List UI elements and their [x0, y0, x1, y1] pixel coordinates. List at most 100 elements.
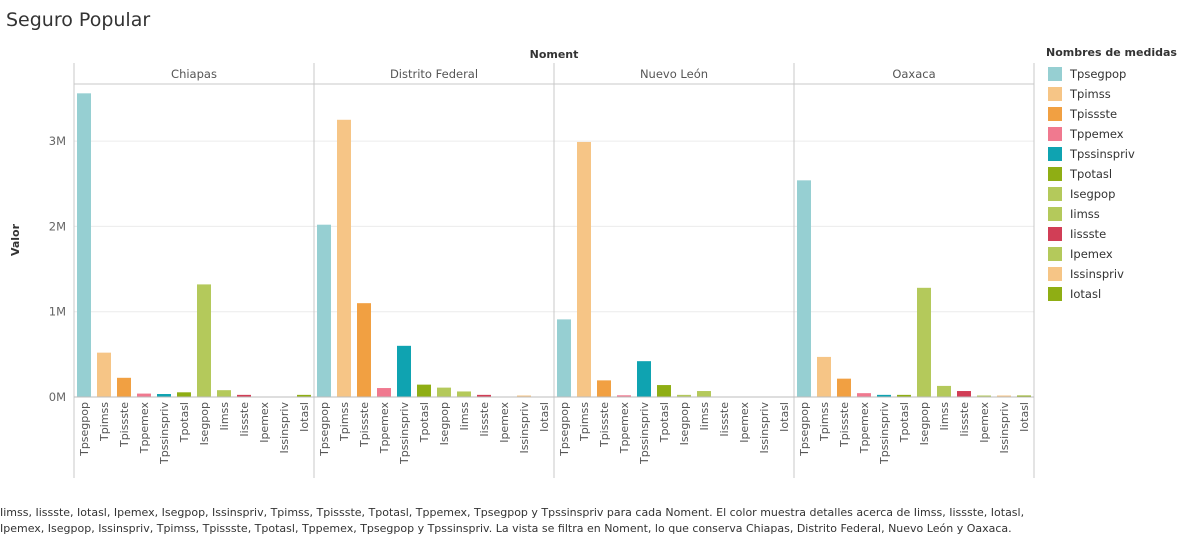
- x-tick-label: Iimss: [938, 402, 951, 431]
- bar: [137, 393, 151, 397]
- x-tick-label: Isegpop: [198, 402, 211, 445]
- x-tick-label: Ipemex: [498, 402, 511, 443]
- bar: [117, 377, 131, 397]
- y-tick-label: 3M: [49, 134, 66, 148]
- x-tick-label: Issinspriv: [278, 402, 291, 454]
- legend-swatch: [1048, 67, 1062, 81]
- bar: [337, 119, 351, 398]
- panel-header: Distrito Federal: [390, 67, 478, 81]
- x-tick-label: Tpotasl: [418, 402, 431, 443]
- legend-swatch: [1048, 187, 1062, 201]
- legend-label: Tpissste: [1070, 107, 1118, 121]
- x-tick-label: Tpssinspriv: [638, 402, 651, 465]
- x-tick-label: Tpotasl: [178, 402, 191, 443]
- x-tick-label: Iimss: [458, 402, 471, 431]
- legend-item[interactable]: Ipemex: [1046, 244, 1186, 264]
- chart-caption: Iimss, Iissste, Iotasl, Ipemex, Isegpop,…: [0, 506, 1025, 535]
- x-tick-label: Tpsegpop: [798, 402, 811, 457]
- y-axis-label: Valor: [9, 223, 22, 256]
- legend-item[interactable]: Tpsegpop: [1046, 64, 1186, 84]
- x-tick-label: Iissste: [238, 402, 251, 437]
- panel-header: Chiapas: [171, 67, 217, 81]
- column-header: Noment: [530, 48, 579, 61]
- x-tick-label: Iissste: [958, 402, 971, 437]
- legend-swatch: [1048, 147, 1062, 161]
- x-tick-label: Iotasl: [538, 402, 551, 432]
- legend-item[interactable]: Tppemex: [1046, 124, 1186, 144]
- legend-item[interactable]: Isegpop: [1046, 184, 1186, 204]
- x-tick-label: Tpissste: [358, 402, 371, 448]
- x-tick-label: Tppemex: [858, 402, 871, 455]
- bar: [577, 141, 591, 397]
- bar: [957, 391, 971, 397]
- bar: [377, 388, 391, 397]
- x-tick-label: Issinspriv: [758, 402, 771, 454]
- legend-label: Tpimss: [1070, 87, 1111, 101]
- bar: [317, 224, 331, 397]
- bar: [977, 395, 991, 397]
- legend-item[interactable]: Tpotasl: [1046, 164, 1186, 184]
- panel-header: Oaxaca: [892, 67, 935, 81]
- legend-swatch: [1048, 107, 1062, 121]
- legend-label: Iissste: [1070, 227, 1107, 241]
- x-tick-label: Ipemex: [738, 402, 751, 443]
- x-tick-label: Isegpop: [678, 402, 691, 445]
- legend-label: Ipemex: [1070, 247, 1113, 261]
- bar: [857, 393, 871, 397]
- panel-header: Nuevo León: [640, 67, 708, 81]
- x-tick-label: Tpimss: [818, 402, 831, 442]
- bar: [617, 395, 631, 397]
- x-tick-label: Issinspriv: [518, 402, 531, 454]
- bar: [97, 352, 111, 397]
- legend-label: Iimss: [1070, 207, 1100, 221]
- legend-title: Nombres de medidas: [1046, 46, 1177, 59]
- legend-item[interactable]: Iissste: [1046, 224, 1186, 244]
- bar: [877, 394, 891, 397]
- bar: [177, 392, 191, 397]
- legend-label: Tpssinspriv: [1070, 147, 1135, 161]
- x-tick-label: Iissste: [718, 402, 731, 437]
- legend-item[interactable]: Tpssinspriv: [1046, 144, 1186, 164]
- page-title: Seguro Popular: [6, 9, 151, 31]
- bar: [677, 394, 691, 397]
- bar: [697, 391, 711, 397]
- legend-label: Tpsegpop: [1070, 67, 1127, 81]
- bar: [237, 394, 251, 397]
- legend-items: Tpsegpop Tpimss Tpissste Tppemex Tpssinspriv…: [1046, 64, 1186, 304]
- x-tick-label: Tppemex: [378, 402, 391, 455]
- legend-item[interactable]: Iimss: [1046, 204, 1186, 224]
- bar: [197, 284, 211, 397]
- x-tick-label: Tppemex: [138, 402, 151, 455]
- bar: [637, 361, 651, 397]
- x-tick-label: Tpimss: [98, 402, 111, 442]
- x-tick-label: Tpsegpop: [78, 402, 91, 457]
- legend-label: Isegpop: [1070, 187, 1116, 201]
- bar: [357, 303, 371, 397]
- legend-item[interactable]: Tpissste: [1046, 104, 1186, 124]
- legend-label: Iotasl: [1070, 287, 1102, 301]
- bar: [797, 180, 811, 397]
- bar: [417, 384, 431, 397]
- bar: [1017, 395, 1031, 397]
- legend-item[interactable]: Issinspriv: [1046, 264, 1186, 284]
- y-tick-label: 1M: [49, 305, 66, 319]
- bar: [937, 385, 951, 397]
- legend-swatch: [1048, 227, 1062, 241]
- x-tick-label: Tpissste: [598, 402, 611, 448]
- x-tick-label: Tpotasl: [658, 402, 671, 443]
- x-tick-label: Tpssinspriv: [398, 402, 411, 465]
- x-tick-label: Ipemex: [978, 402, 991, 443]
- bar: [437, 387, 451, 397]
- x-tick-label: Iimss: [218, 402, 231, 431]
- bar: [557, 319, 571, 397]
- legend-swatch: [1048, 127, 1062, 141]
- legend-swatch: [1048, 247, 1062, 261]
- legend-item[interactable]: Iotasl: [1046, 284, 1186, 304]
- legend-label: Tppemex: [1070, 127, 1124, 141]
- x-tick-label: Iotasl: [1018, 402, 1031, 432]
- x-tick-label: Iotasl: [778, 402, 791, 432]
- legend-swatch: [1048, 167, 1062, 181]
- bar: [837, 378, 851, 397]
- x-tick-label: Tpsegpop: [318, 402, 331, 457]
- legend-item[interactable]: Tpimss: [1046, 84, 1186, 104]
